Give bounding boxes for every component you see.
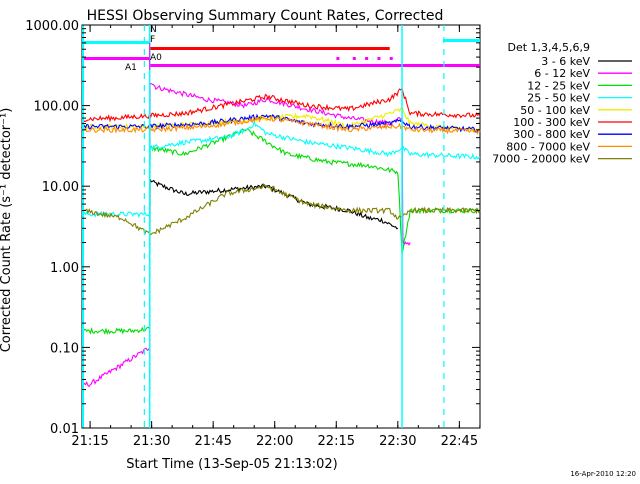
night-bar-left bbox=[82, 41, 150, 44]
attenuator-bars bbox=[82, 39, 481, 67]
legend-label: 3 - 6 keV bbox=[541, 55, 590, 68]
a1-bar bbox=[82, 57, 150, 60]
a1-dot bbox=[389, 57, 393, 60]
x-tick-label: 21:45 bbox=[194, 434, 231, 449]
y-tick-label: 1.00 bbox=[50, 261, 79, 276]
label-a1: A1 bbox=[125, 63, 137, 73]
plot-area bbox=[81, 24, 481, 429]
label-n: N bbox=[150, 25, 157, 35]
legend-title: Det 1,3,4,5,6,9 bbox=[507, 41, 590, 54]
night-bar-right bbox=[443, 39, 480, 42]
x-tick-label: 22:30 bbox=[379, 434, 416, 449]
y-tick-label: 10.00 bbox=[42, 180, 79, 195]
series-lines bbox=[81, 82, 481, 390]
legend-label: 800 - 7000 keV bbox=[506, 140, 590, 153]
series-line-300-800-kev bbox=[81, 113, 481, 133]
a1-dot bbox=[352, 57, 356, 60]
a1-dot bbox=[377, 57, 381, 60]
axes: 21:15 21:30 21:45 22:00 22:15 22:30 22:45 0.01 0… bbox=[25, 19, 481, 449]
label-f: F bbox=[150, 35, 155, 45]
legend-label: 50 - 100 keV bbox=[520, 104, 590, 117]
a1-dot bbox=[336, 57, 340, 60]
legend-label: 300 - 800 keV bbox=[513, 128, 590, 141]
y-tick-label: 0.10 bbox=[50, 341, 79, 356]
legend-label: 100 - 300 keV bbox=[513, 116, 590, 129]
x-tick-label: 22:15 bbox=[318, 434, 355, 449]
series-line-7000-20000-kev bbox=[81, 183, 481, 236]
series-line-6-12-kev bbox=[82, 82, 411, 388]
series-line-25-50-kev bbox=[81, 121, 481, 218]
x-axis-label: Start Time (13-Sep-05 21:13:02) bbox=[126, 457, 337, 472]
x-tick-label: 21:15 bbox=[71, 434, 108, 449]
y-tick-label: 100.00 bbox=[34, 100, 80, 115]
label-a0: A0 bbox=[150, 53, 162, 63]
series-line-100-300-kev bbox=[81, 87, 481, 123]
legend-label: 7000 - 20000 keV bbox=[492, 153, 590, 166]
y-tick-label: 1000.00 bbox=[25, 19, 79, 34]
a0-bar bbox=[150, 64, 481, 67]
flare-bar bbox=[150, 47, 390, 50]
vertical-markers bbox=[82, 25, 445, 428]
x-tick-label: 22:45 bbox=[441, 434, 478, 449]
legend-label: 12 - 25 keV bbox=[527, 79, 590, 92]
chart-title: HESSI Observing Summary Count Rates, Cor… bbox=[87, 8, 444, 24]
series-line-800-7000-kev bbox=[81, 114, 481, 135]
x-tick-label: 21:30 bbox=[133, 434, 170, 449]
series-line-3-6-kev bbox=[149, 178, 399, 390]
timestamp: 16-Apr-2010 12:20 bbox=[570, 470, 636, 478]
legend-label: 25 - 50 keV bbox=[527, 92, 590, 105]
y-tick-label: 0.01 bbox=[50, 422, 79, 437]
a1-dot bbox=[365, 57, 369, 60]
plot-frame bbox=[81, 24, 481, 429]
y-axis-label: Corrected Count Rate (s⁻¹ detector⁻¹) bbox=[0, 108, 14, 353]
x-tick-label: 22:00 bbox=[256, 434, 293, 449]
legend-label: 6 - 12 keV bbox=[534, 67, 590, 80]
